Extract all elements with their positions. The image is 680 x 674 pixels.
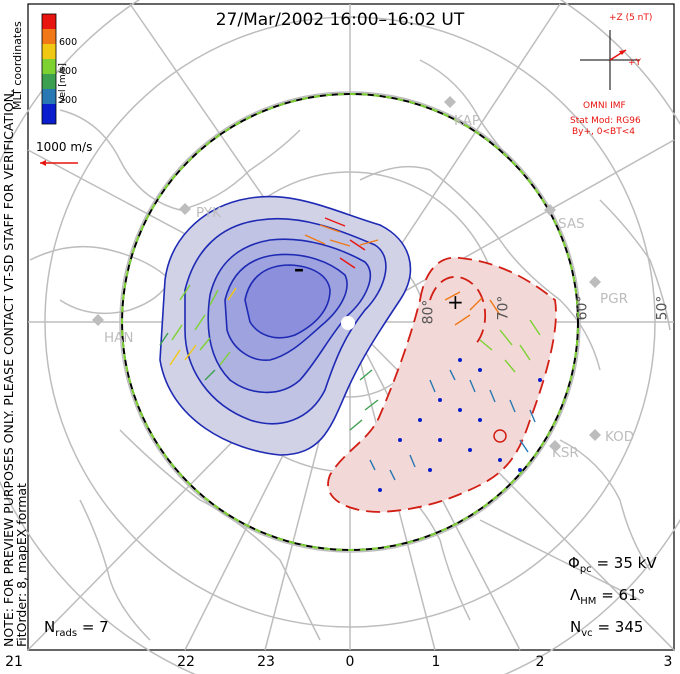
lat-label-60: 60°	[574, 295, 591, 321]
coord-label: MLT coordinates	[11, 21, 24, 110]
mlt-label-3: 3	[663, 654, 673, 670]
radar-pgr: PGR	[600, 291, 628, 307]
mlt-label-23: 23	[257, 654, 275, 670]
map-title: 27/Mar/2002 16:00–16:02 UT	[215, 10, 465, 30]
radar-kap: KAP	[454, 113, 480, 129]
imf-source: OMNI IMF	[583, 101, 626, 111]
colorbar-tick-200: 200	[59, 95, 78, 106]
radar-kod: KOD	[605, 429, 635, 445]
n-rads-value: = 7	[81, 618, 109, 636]
radar-pyk: PYK	[196, 205, 221, 221]
positive-cell-sign: +	[447, 290, 464, 314]
lat-label-70: 70°	[495, 295, 512, 321]
radar-han: HAN	[104, 330, 134, 346]
imf-axis-z: +Z (5 nT)	[609, 13, 653, 23]
n-rads-stat: Nrads = 7	[44, 618, 109, 639]
negative-potential-cell	[159, 195, 412, 456]
imf-axis-y: +Y	[628, 58, 642, 68]
lambda-hm-value: = 61°	[601, 586, 646, 604]
radar-ksr: KSR	[552, 445, 579, 461]
fit-order-line: FitOrder: 8, mapEX format	[14, 483, 29, 647]
lat-label-50: 50°	[654, 295, 671, 321]
velocity-vectors	[159, 217, 542, 492]
hm-boundary-dash	[121, 93, 579, 551]
imf-dial	[580, 30, 640, 90]
colorbar-tick-400: 400	[59, 66, 78, 77]
n-vc-value: = 345	[597, 618, 644, 636]
lat-label-80: 80°	[420, 299, 437, 325]
radar-site-markers	[92, 96, 601, 452]
n-vc-stat: Nvc = 345	[570, 618, 644, 639]
negative-cell-sign: –	[294, 257, 304, 281]
colorbar-tick-600: 600	[59, 37, 78, 48]
preview-note: NOTE: FOR PREVIEW PURPOSES ONLY. PLEASE …	[1, 89, 29, 647]
imf-condition: By+, 0<BT<4	[572, 127, 635, 137]
mlt-label-22: 22	[177, 654, 195, 670]
lambda-hm-stat: ΛHM = 61°	[570, 586, 646, 607]
scale-arrow	[40, 160, 78, 166]
plot-frame	[27, 3, 675, 651]
positive-potential-cell	[327, 256, 557, 513]
scale-label: 1000 m/s	[36, 140, 93, 154]
mlt-label-21: 21	[5, 654, 23, 670]
mlt-label-0: 0	[345, 654, 355, 670]
stat-model: Stat Mod: RG96	[570, 116, 641, 126]
phi-pc-value: = 35 kV	[596, 554, 657, 572]
phi-pc-stat: Φpc = 35 kV	[568, 554, 657, 575]
mlt-label-1: 1	[431, 654, 441, 670]
mlt-label-2: 2	[535, 654, 545, 670]
velocity-colorbar	[41, 13, 57, 125]
radar-sas: SAS	[558, 216, 585, 232]
